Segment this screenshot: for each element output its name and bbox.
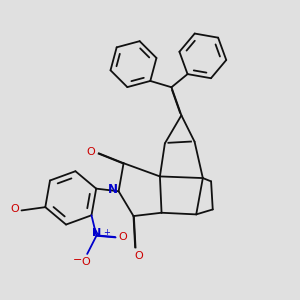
Text: N: N — [108, 183, 118, 196]
Text: O: O — [10, 204, 19, 214]
Text: O: O — [134, 251, 143, 261]
Text: O: O — [81, 257, 90, 267]
Text: +: + — [103, 228, 110, 237]
Text: N: N — [92, 228, 101, 238]
Text: O: O — [86, 147, 95, 157]
Text: −: − — [73, 255, 83, 265]
Text: O: O — [118, 232, 127, 242]
